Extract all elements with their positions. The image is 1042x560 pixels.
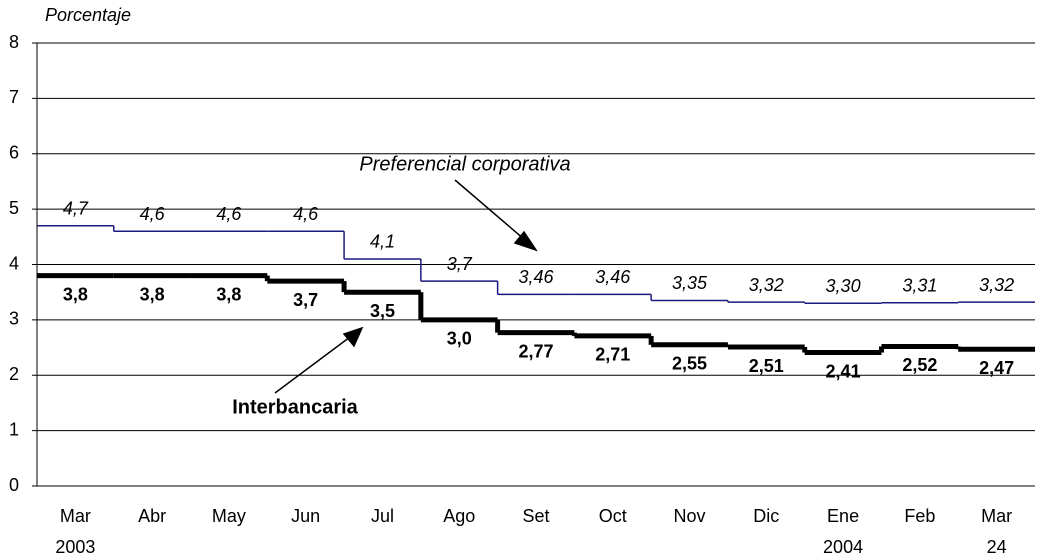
y-tick-label: 4 [9, 253, 19, 273]
legend-label: Preferencial corporativa [359, 153, 570, 175]
x-tick-label: Nov [674, 506, 706, 526]
y-tick-label: 8 [9, 32, 19, 52]
data-label: 4,6 [140, 204, 166, 224]
y-tick-label: 3 [9, 309, 19, 329]
x-tick-label: Feb [904, 506, 935, 526]
data-label: 3,7 [293, 290, 318, 310]
data-label: 3,46 [595, 267, 631, 287]
data-label: 2,41 [826, 361, 861, 381]
x-tick-label: Abr [138, 506, 166, 526]
data-label: 3,30 [826, 276, 861, 296]
data-label: 2,52 [902, 355, 937, 375]
legend-label: Interbancaria [232, 396, 358, 418]
x-tick-label: Oct [599, 506, 627, 526]
data-label: 2,55 [672, 354, 707, 374]
x-tick-label: Dic [753, 506, 779, 526]
x-tick-label: Ene [827, 506, 859, 526]
data-label: 2,51 [749, 356, 784, 376]
data-label: 3,8 [140, 284, 165, 304]
data-label: 3,35 [672, 273, 708, 293]
data-label: 3,5 [370, 301, 395, 321]
x-tick-label: Mar [981, 506, 1012, 526]
data-label: 3,32 [979, 275, 1014, 295]
x-tick-label: Set [522, 506, 549, 526]
x-tick-label: Mar [60, 506, 91, 526]
data-label: 3,8 [216, 284, 241, 304]
y-tick-label: 2 [9, 364, 19, 384]
y-tick-label: 0 [9, 475, 19, 495]
x-tick-sublabel: 24 [987, 537, 1007, 557]
x-tick-label: Jun [291, 506, 320, 526]
data-label: 2,47 [979, 358, 1014, 378]
data-label: 3,31 [902, 275, 937, 295]
y-tick-label: 7 [9, 87, 19, 107]
data-label: 3,0 [447, 329, 472, 349]
data-label: 4,7 [63, 198, 89, 218]
annotation-arrows [274, 179, 538, 394]
data-label: 4,6 [293, 204, 319, 224]
data-label: 2,71 [595, 345, 630, 365]
y-tick-label: 6 [9, 143, 19, 163]
x-tick-label: Jul [371, 506, 394, 526]
data-label: 2,77 [518, 341, 553, 361]
data-label: 4,6 [216, 204, 242, 224]
data-label: 4,1 [370, 232, 395, 252]
y-tick-label: 1 [9, 419, 19, 439]
x-tick-sublabel: 2004 [823, 537, 863, 557]
y-axis-label: Porcentaje [45, 5, 131, 25]
x-tick-sublabel: 2003 [55, 537, 95, 557]
data-label: 3,7 [447, 254, 473, 274]
data-label: 3,32 [749, 275, 784, 295]
data-label: 3,8 [63, 284, 88, 304]
y-tick-label: 5 [9, 198, 19, 218]
x-tick-label: Ago [443, 506, 475, 526]
data-label: 3,46 [518, 267, 554, 287]
x-tick-label: May [212, 506, 246, 526]
